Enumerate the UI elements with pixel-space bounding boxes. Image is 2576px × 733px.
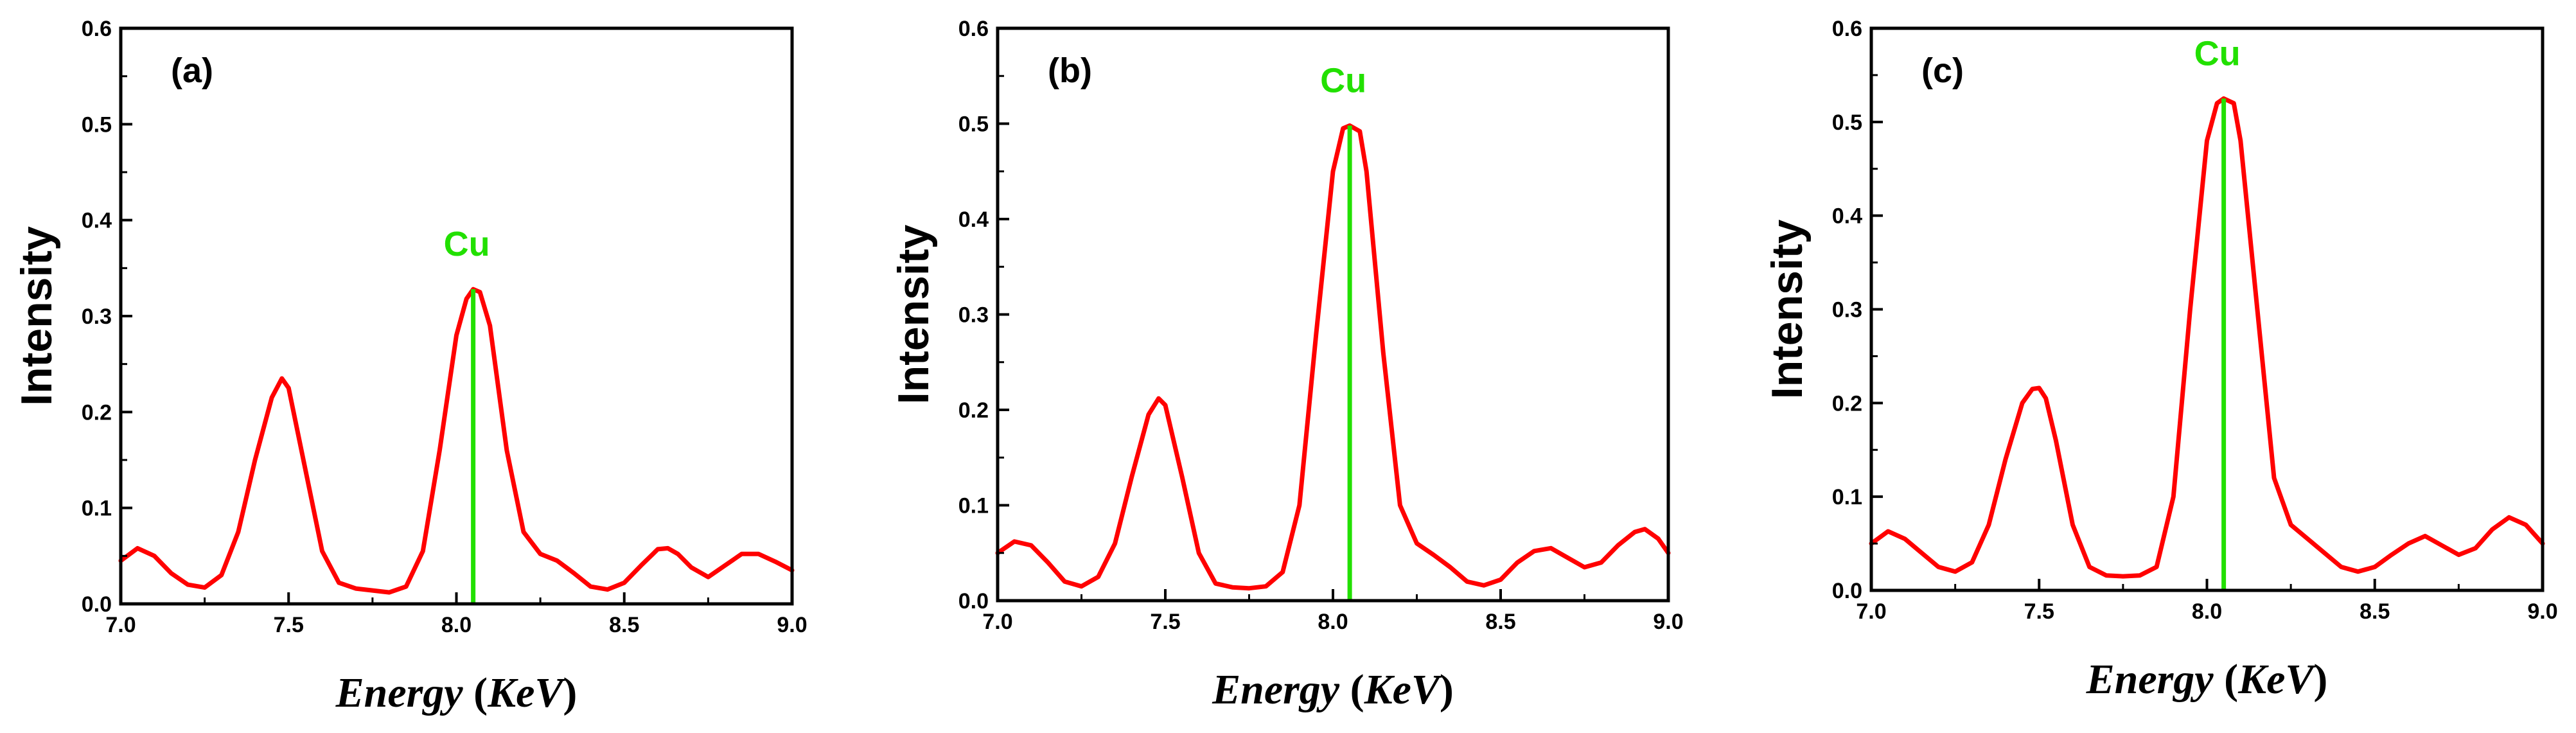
x-title-unit: KeV: [487, 669, 566, 716]
x-tick-label: 7.0: [982, 610, 1012, 634]
y-tick-label: 0.6: [958, 17, 989, 41]
x-title-open-paren: (: [473, 669, 488, 716]
x-tick-label: 9.0: [2527, 599, 2557, 624]
cu-peak-label: Cu: [1320, 61, 1366, 100]
panel-c: Cu 7.0 7.5 8.0 8.5 9.0 0.0 0.1 0.2 0.3 0.4 0.5 0.6 (c…: [1763, 17, 2558, 703]
x-tick-label: 7.5: [1150, 610, 1180, 634]
y-tick-label: 0.4: [1832, 204, 1862, 229]
x-axis-title: Energy (KeV): [2086, 656, 2328, 703]
x-tick-label: 8.5: [1485, 610, 1515, 634]
y-tick-label: 0.0: [82, 592, 112, 617]
x-tick-label: 7.0: [1856, 599, 1886, 624]
x-title-unit: KeV: [2237, 656, 2316, 703]
plot-frame: [996, 26, 1670, 603]
x-tick-label: 8.0: [441, 613, 472, 637]
y-tick-label: 0.5: [1832, 110, 1862, 135]
y-tick-label: 0.5: [958, 112, 989, 137]
x-tick-label: 8.5: [609, 613, 639, 637]
y-tick-label: 0.1: [82, 497, 112, 521]
panel-b: Cu 7.0 7.5 8.0 8.5 9.0 0.0 0.1 0.2 0.3 0.4 0.5 0.6 (b…: [889, 17, 1684, 713]
spectrum-line: [995, 123, 1671, 591]
x-tick-label: 7.5: [2024, 599, 2054, 624]
x-title-energy: Energy: [335, 669, 474, 716]
y-axis-title: Intensity: [1763, 220, 1812, 400]
x-title-open-paren: (: [2224, 656, 2238, 703]
x-axis-title: Energy (KeV): [1212, 666, 1454, 713]
x-tick-label: 7.5: [274, 613, 304, 637]
x-title-energy: Energy: [2086, 656, 2225, 703]
y-tick-label: 0.6: [1832, 17, 1862, 41]
plot-frame: [119, 26, 794, 606]
x-title-open-paren: (: [1350, 666, 1364, 713]
panel-label: (b): [1048, 51, 1092, 90]
x-axis-title: Energy (KeV): [335, 669, 578, 716]
y-tick-label: 0.1: [1832, 485, 1862, 509]
panel-a: Cu 7.0 7.5 8.0 8.5 9.0 0.0 0.1 0.2 0.3 0.4 0.5 0.6 (a…: [12, 17, 807, 716]
x-title-close-paren: ): [2313, 656, 2327, 703]
y-axis-title: Intensity: [12, 226, 61, 406]
x-tick-label: 8.5: [2360, 599, 2390, 624]
y-tick-label: 0.0: [958, 589, 989, 614]
x-tick-label: 9.0: [1653, 610, 1683, 634]
cu-peak-label: Cu: [2194, 34, 2241, 73]
y-tick-label: 0.2: [958, 398, 989, 423]
x-tick-label: 9.0: [777, 613, 807, 637]
y-tick-label: 0.2: [1832, 391, 1862, 416]
plot-frame: [1869, 26, 2545, 592]
y-tick-label: 0.5: [82, 112, 112, 137]
spectrum-line: [118, 287, 795, 595]
panel-label: (c): [1921, 51, 1964, 90]
y-tick-label: 0.0: [1832, 579, 1862, 603]
x-title-close-paren: ): [563, 669, 577, 716]
y-tick-label: 0.4: [82, 209, 112, 233]
x-title-unit: KeV: [1364, 666, 1443, 713]
y-tick-label: 0.2: [82, 400, 112, 425]
x-title-close-paren: ): [1440, 666, 1454, 713]
spectrum-line: [1869, 96, 2545, 579]
x-tick-label: 8.0: [1318, 610, 1348, 634]
cu-peak-label: Cu: [444, 225, 490, 263]
panel-label: (a): [171, 51, 213, 90]
y-tick-label: 0.1: [958, 494, 989, 518]
y-tick-label: 0.6: [82, 17, 112, 41]
x-tick-label: 7.0: [105, 613, 136, 637]
y-tick-label: 0.3: [82, 305, 112, 329]
y-tick-label: 0.3: [958, 303, 989, 328]
y-tick-label: 0.3: [1832, 298, 1862, 322]
x-title-energy: Energy: [1212, 666, 1350, 713]
y-axis-title: Intensity: [889, 225, 938, 405]
y-tick-label: 0.4: [958, 208, 989, 232]
x-tick-label: 8.0: [2192, 599, 2222, 624]
